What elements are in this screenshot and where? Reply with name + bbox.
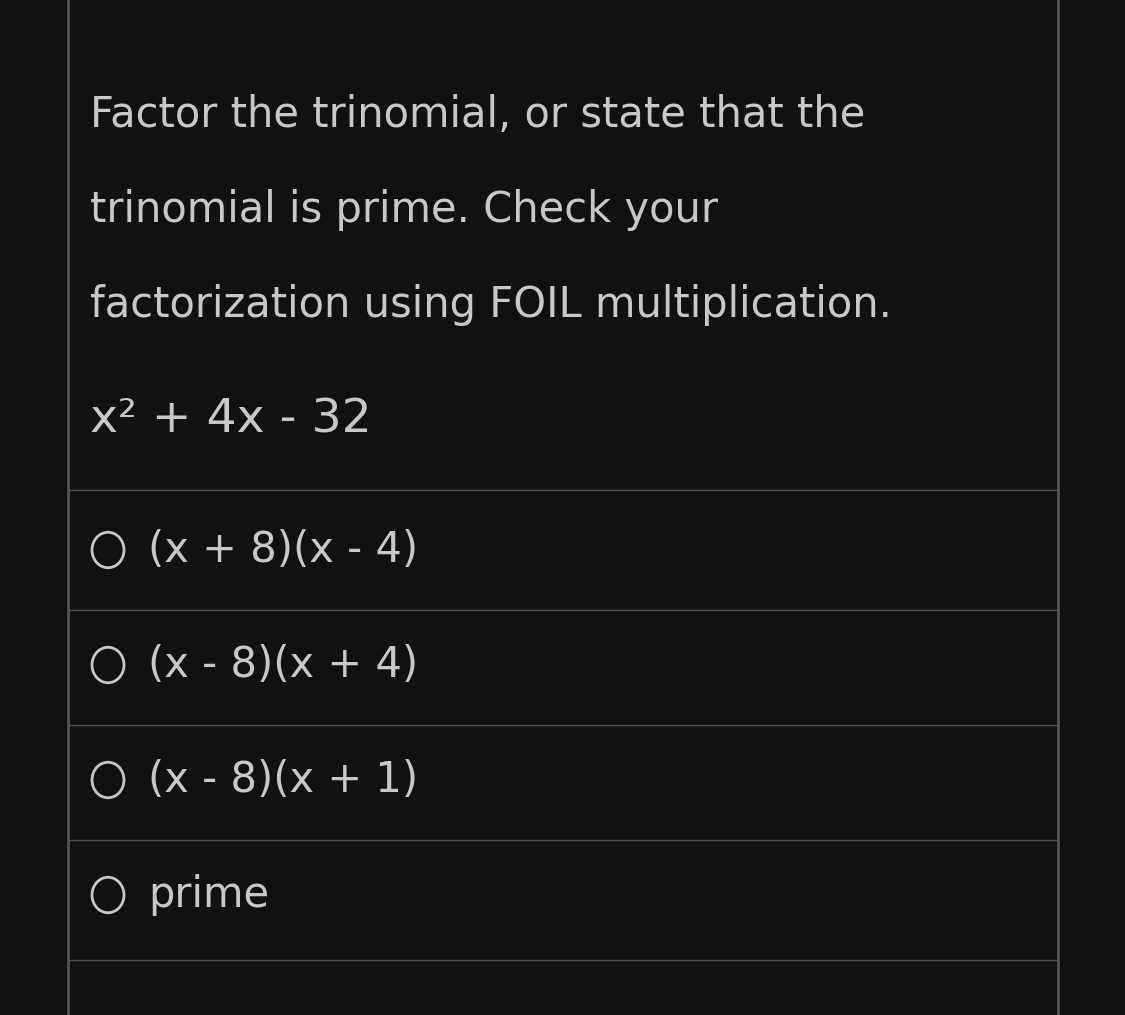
Text: x² + 4x - 32: x² + 4x - 32: [90, 398, 371, 443]
Text: (x + 8)(x - 4): (x + 8)(x - 4): [148, 529, 418, 571]
Text: (x - 8)(x + 4): (x - 8)(x + 4): [148, 644, 418, 686]
Text: trinomial is prime. Check your: trinomial is prime. Check your: [90, 189, 718, 231]
Text: factorization using FOIL multiplication.: factorization using FOIL multiplication.: [90, 284, 892, 326]
Text: (x - 8)(x + 1): (x - 8)(x + 1): [148, 759, 418, 801]
Text: prime: prime: [148, 874, 269, 916]
Text: Factor the trinomial, or state that the: Factor the trinomial, or state that the: [90, 94, 865, 136]
